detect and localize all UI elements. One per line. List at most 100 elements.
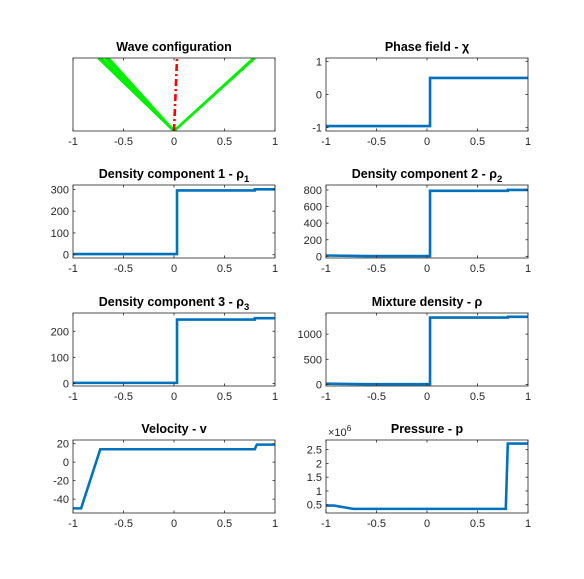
plot-area: [326, 76, 528, 128]
x-tick-label: 0.5: [470, 263, 485, 275]
subplot-title: Density component 2 - ρ2: [352, 167, 503, 185]
y-tick-label: 1000: [298, 329, 322, 341]
y-tick-label: 0: [316, 379, 322, 391]
x-tick-label: -1: [68, 391, 78, 403]
y-tick-label: 200: [51, 206, 69, 218]
y-tick-label: -1: [312, 123, 322, 135]
y-tick-label: 100: [51, 352, 69, 364]
y-tick-label: 0: [316, 90, 322, 102]
axes-background: [326, 313, 528, 386]
y-axis-multiplier: ×106: [328, 423, 352, 439]
series-line-1: [73, 316, 275, 385]
y-tick-label: 1.5: [307, 472, 322, 484]
plot-area: [326, 188, 528, 258]
x-tick-label: -0.5: [114, 136, 133, 148]
x-tick-label: -0.5: [367, 136, 386, 148]
x-tick-label: -1: [68, 263, 78, 275]
y-tick-label: 600: [304, 202, 322, 214]
y-tick-label: -20: [53, 476, 69, 488]
subplot-8: -1 -0.5 0 0.5 1 0.5 1 1.5 22.5 ×106 Pressure - p: [307, 422, 531, 530]
y-tick-label: 500: [304, 354, 322, 366]
y-tick-label: 0.5: [307, 500, 322, 512]
axes-background: [73, 440, 275, 513]
series-line-1: [73, 443, 275, 510]
subplot-6: -1 -0.5 0 0.5 1 0 500 1000 Mixture density - ρ: [298, 295, 532, 403]
y-tick-label: 200: [51, 326, 69, 338]
x-tick-label: -0.5: [367, 391, 386, 403]
subplot-title: Mixture density - ρ: [372, 295, 483, 309]
x-tick-label: 1: [525, 136, 531, 148]
y-tick-label: 300: [51, 184, 69, 196]
subplot-7: -1 -0.5 0 0.5 1 -40 -20 0 20 Velocity - v: [53, 422, 278, 530]
x-tick-label: 0: [171, 263, 177, 275]
y-tick-label: 1: [316, 486, 322, 498]
x-tick-label: -1: [321, 518, 331, 530]
x-tick-label: 0: [424, 263, 430, 275]
series-line-1: [326, 188, 528, 258]
subplot-title: Pressure - p: [391, 422, 464, 436]
x-tick-label: -1: [321, 136, 331, 148]
axes-background: [326, 58, 528, 131]
subplot-title: Density component 3 - ρ3: [99, 295, 250, 313]
x-tick-label: 0: [424, 136, 430, 148]
y-tick-label: 0: [63, 457, 69, 469]
subplot-1: -1 -0.5 0 0.5 1 Wave configuration: [68, 40, 278, 148]
plot-area: [73, 443, 275, 510]
axes-background: [326, 185, 528, 258]
axes-background: [73, 313, 275, 386]
series-line-4: [107, 58, 175, 131]
x-tick-label: -0.5: [114, 391, 133, 403]
plot-area: [73, 188, 275, 256]
x-tick-label: 0: [424, 391, 430, 403]
y-tick-label: 400: [304, 218, 322, 230]
x-tick-label: -1: [321, 263, 331, 275]
y-tick-label: 0: [63, 378, 69, 390]
y-tick-label: 0: [63, 250, 69, 262]
y-tick-label: 2: [316, 458, 322, 470]
x-tick-label: 1: [525, 518, 531, 530]
x-tick-label: -0.5: [367, 518, 386, 530]
axes-background: [326, 440, 528, 513]
series-line-7: [172, 58, 179, 131]
x-tick-label: 0.5: [217, 391, 232, 403]
subplot-title: Wave configuration: [116, 40, 232, 54]
x-tick-label: 0.5: [217, 263, 232, 275]
plot-area: [326, 442, 528, 511]
series-line-6: [173, 58, 256, 131]
x-tick-label: -1: [321, 391, 331, 403]
x-tick-label: 0: [171, 136, 177, 148]
x-tick-label: -0.5: [367, 263, 386, 275]
subplot-5: -1 -0.5 0 0.5 1 0 100 200 Density component 3 - …: [51, 295, 278, 403]
subplot-4: -1 -0.5 0 0.5 1 0 200 400 600 800 Density componen…: [304, 167, 531, 275]
x-tick-label: 1: [525, 263, 531, 275]
x-tick-label: 1: [272, 518, 278, 530]
plot-area: [73, 316, 275, 385]
axes-background: [73, 185, 275, 258]
series-line-1: [326, 442, 528, 511]
x-tick-label: 0: [171, 391, 177, 403]
y-tick-label: 20: [57, 439, 69, 451]
x-tick-label: 0.5: [217, 518, 232, 530]
x-tick-label: 0.5: [217, 136, 232, 148]
x-tick-label: 0: [171, 518, 177, 530]
x-tick-label: 1: [525, 391, 531, 403]
y-tick-label: 2.5: [307, 445, 322, 457]
y-tick-label: -40: [53, 494, 69, 506]
y-tick-label: 0: [316, 251, 322, 263]
y-tick-label: 100: [51, 228, 69, 240]
series-line-1: [326, 76, 528, 128]
plot-area: [97, 58, 256, 131]
x-tick-label: -1: [68, 136, 78, 148]
subplot-3: -1 -0.5 0 0.5 1 0 100 200 300 Density component 1…: [51, 167, 278, 275]
x-tick-label: -0.5: [114, 518, 133, 530]
x-tick-label: 0.5: [470, 518, 485, 530]
x-tick-label: -0.5: [114, 263, 133, 275]
subplot-2: -1 -0.5 0 0.5 1 -1 0 1 Phase field - χ: [312, 40, 531, 148]
x-tick-label: 0.5: [470, 391, 485, 403]
x-tick-label: -1: [68, 518, 78, 530]
subplot-title: Density component 1 - ρ1: [99, 167, 250, 185]
series-line-1: [326, 315, 528, 386]
x-tick-label: 1: [272, 391, 278, 403]
plot-area: [326, 315, 528, 386]
x-tick-label: 1: [272, 263, 278, 275]
